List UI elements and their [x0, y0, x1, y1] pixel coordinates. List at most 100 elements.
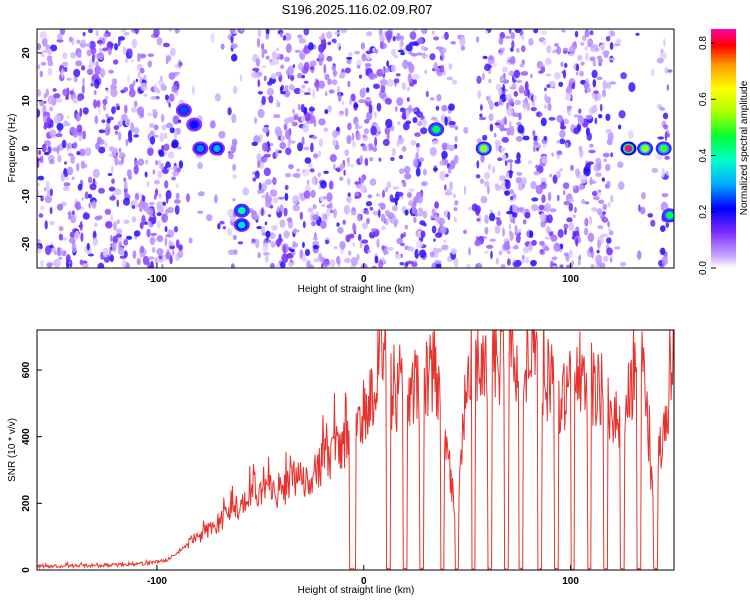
heatmap-peak	[641, 145, 649, 152]
y-tick-label: -10	[21, 189, 32, 204]
heatmap-cell	[499, 47, 506, 52]
heatmap-cell	[232, 163, 237, 172]
heatmap-cell	[516, 207, 524, 212]
heatmap-cell	[595, 254, 602, 265]
y-tick-label: -20	[21, 236, 32, 251]
heatmap-cell	[404, 173, 412, 180]
heatmap-cell	[376, 102, 382, 112]
heatmap-cell	[370, 125, 377, 136]
heatmap-cell	[274, 126, 282, 136]
heatmap-cell	[592, 104, 598, 113]
heatmap-cell	[327, 105, 333, 113]
heatmap-cell	[40, 61, 47, 66]
heatmap-cell	[80, 232, 84, 242]
heatmap-cell	[539, 163, 546, 167]
heatmap-cell	[78, 134, 83, 142]
x-tick-label: 0	[361, 274, 367, 285]
heatmap-cell	[301, 136, 305, 146]
heatmap-cell	[231, 263, 234, 268]
heatmap-cell	[49, 44, 58, 52]
heatmap-cell	[512, 261, 520, 268]
heatmap-cell	[636, 250, 642, 260]
heatmap-cell	[352, 222, 356, 232]
heatmap-cell	[92, 237, 99, 246]
heatmap-cell	[230, 43, 238, 49]
heatmap-cell	[86, 242, 90, 251]
heatmap-cell	[509, 231, 514, 241]
heatmap-cell	[559, 129, 566, 138]
heatmap-cell	[508, 224, 512, 230]
heatmap-cell	[594, 117, 598, 125]
heatmap-cell	[589, 246, 594, 254]
heatmap-cell	[519, 85, 523, 89]
heatmap-cell	[348, 250, 352, 256]
heatmap-cell	[148, 201, 155, 206]
heatmap-cell	[434, 213, 438, 222]
heatmap-cell	[139, 245, 145, 254]
heatmap-cell	[509, 169, 513, 179]
heatmap-cell	[384, 97, 392, 105]
heatmap-cell	[228, 152, 234, 160]
heatmap-cell	[317, 172, 321, 178]
heatmap-cell	[344, 149, 350, 157]
heatmap-cell	[297, 142, 304, 152]
heatmap-cell	[79, 221, 83, 231]
heatmap-cell	[325, 239, 329, 245]
heatmap-cell	[567, 111, 572, 117]
heatmap-cell	[262, 252, 270, 256]
heatmap-cell	[166, 167, 174, 171]
heatmap-cell	[507, 159, 514, 163]
heatmap-cell	[546, 45, 552, 54]
heatmap-cell	[309, 168, 315, 173]
heatmap-cell	[610, 194, 614, 203]
heatmap-cell	[518, 112, 522, 121]
heatmap-cell	[116, 233, 122, 238]
heatmap-cell	[130, 59, 135, 63]
heatmap-cell	[338, 73, 345, 79]
heatmap-cell	[49, 188, 54, 197]
heatmap-cell	[232, 174, 237, 179]
heatmap-cell	[521, 177, 528, 185]
heatmap-cell	[615, 38, 622, 45]
heatmap-cell	[531, 239, 537, 246]
heatmap-cell	[136, 258, 141, 266]
heatmap-cell	[518, 85, 525, 94]
heatmap-cell	[161, 124, 167, 131]
heatmap-cell	[584, 46, 588, 51]
heatmap-cell	[540, 30, 548, 35]
heatmap-cell	[359, 179, 365, 184]
heatmap-cell	[230, 35, 234, 44]
heatmap-cell	[44, 220, 48, 230]
heatmap-cell	[336, 168, 341, 173]
heatmap-cell	[594, 93, 598, 102]
heatmap-cell	[368, 103, 373, 114]
heatmap-cell	[289, 74, 295, 81]
heatmap-cell	[123, 219, 130, 225]
heatmap-cell	[116, 199, 120, 208]
heatmap-cell	[495, 217, 501, 221]
heatmap-cell	[484, 180, 490, 188]
heatmap-cell	[578, 184, 585, 191]
heatmap-cell	[57, 249, 61, 257]
heatmap-cell	[240, 29, 244, 32]
heatmap-cell	[500, 263, 506, 268]
heatmap-cell	[348, 196, 351, 204]
heatmap-cell	[596, 55, 603, 60]
heatmap-cell	[390, 64, 397, 73]
heatmap-cell	[110, 88, 118, 98]
heatmap-cell	[109, 254, 114, 263]
heatmap-cell	[127, 74, 130, 83]
heatmap-cell	[123, 181, 128, 190]
heatmap-cell	[422, 210, 428, 219]
heatmap-cell	[41, 37, 48, 47]
heatmap-cell	[378, 157, 382, 162]
heatmap-cell	[569, 249, 573, 258]
heatmap-cell	[574, 114, 578, 118]
heatmap-cell	[585, 162, 592, 169]
heatmap-cell	[336, 85, 340, 94]
heatmap-cell	[390, 156, 395, 162]
heatmap-cell	[103, 104, 106, 111]
heatmap-cell	[329, 209, 334, 214]
heatmap-cell	[93, 99, 98, 108]
heatmap-cell	[544, 57, 552, 66]
